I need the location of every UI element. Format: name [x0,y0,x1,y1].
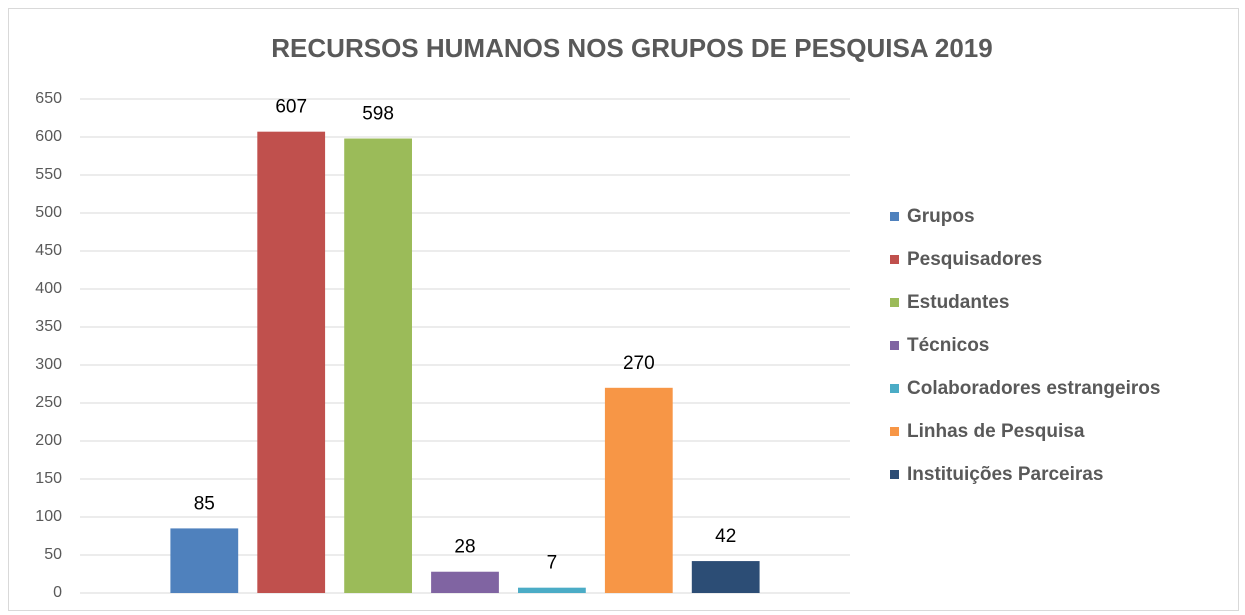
data-label: 607 [275,97,307,118]
y-tick-label: 0 [53,584,62,601]
y-tick-label: 100 [35,508,62,525]
legend-swatch [890,212,899,221]
y-tick-label: 350 [35,318,62,335]
bar [257,131,326,593]
data-label: 7 [547,553,558,574]
legend-swatch [890,341,899,350]
data-label: 42 [715,526,736,547]
y-tick-label: 50 [44,546,62,563]
y-tick-label: 550 [35,166,62,183]
y-tick-label: 650 [35,90,62,107]
legend-label: Técnicos [907,335,989,356]
legend-swatch [890,427,899,436]
bar [604,387,673,593]
y-tick-label: 450 [35,242,62,259]
y-tick-label: 400 [35,280,62,297]
y-tick-label: 600 [35,128,62,145]
legend-label: Linhas de Pesquisa [907,421,1085,442]
data-label: 85 [194,493,215,514]
data-label: 28 [454,537,475,558]
y-tick-label: 150 [35,470,62,487]
legend-label: Pesquisadores [907,249,1042,270]
y-tick-label: 250 [35,394,62,411]
legend-label: Grupos [907,206,975,227]
bar [170,528,239,593]
legend-label: Estudantes [907,292,1009,313]
chart-title: RECURSOS HUMANOS NOS GRUPOS DE PESQUISA … [271,33,992,63]
y-tick-label: 200 [35,432,62,449]
bar [518,587,586,593]
y-tick-label: 300 [35,356,62,373]
legend-swatch [890,384,899,393]
y-tick-label: 500 [35,204,62,221]
legend-label: Colaboradores estrangeiros [907,378,1160,399]
bar [691,561,760,593]
data-label: 598 [362,104,394,125]
bar [344,138,412,593]
data-label: 270 [623,353,655,374]
legend-swatch [890,255,899,264]
legend-swatch [890,470,899,479]
bar [431,571,499,593]
legend-swatch [890,298,899,307]
legend-label: Instituições Parceiras [907,464,1103,485]
